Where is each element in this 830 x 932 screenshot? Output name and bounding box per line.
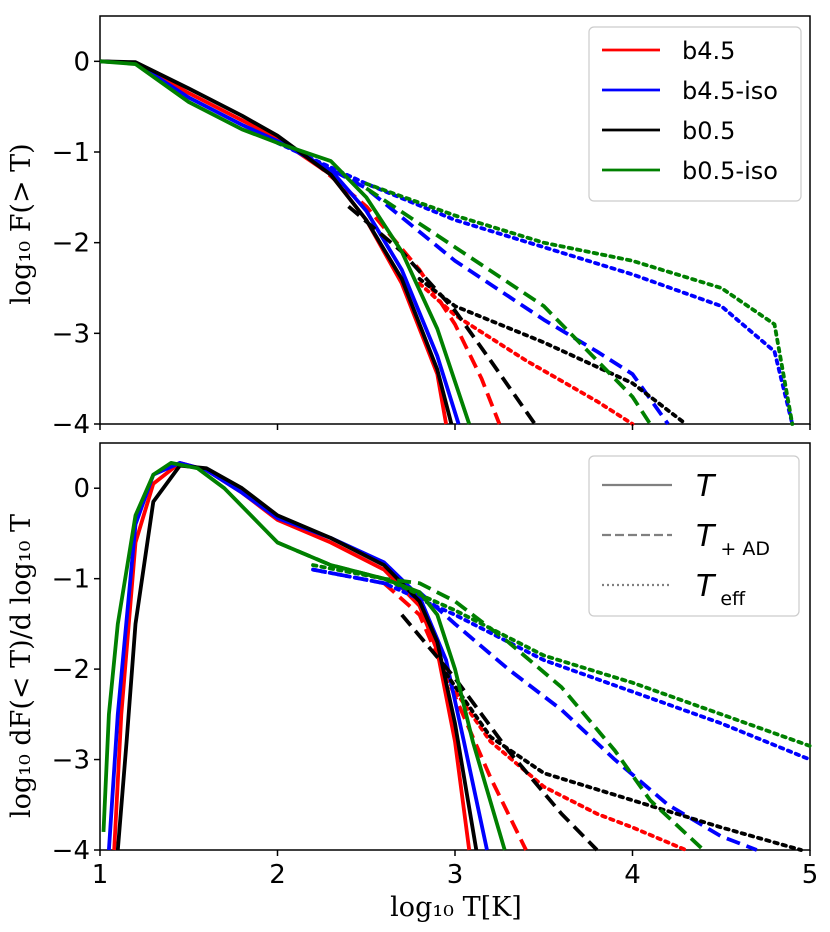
legend-label-T: T [696, 469, 717, 504]
x-tick-label: 4 [624, 860, 641, 890]
legend-label-b4.5-iso: b4.5-iso [682, 77, 778, 105]
bottom-legend: TT + ADT eff [588, 455, 800, 617]
top-series-b0.5-dashed [347, 204, 537, 426]
y-tick-label: −4 [52, 410, 90, 440]
x-tick-label: 5 [802, 860, 819, 890]
bottom-series-group [101, 460, 812, 852]
legend-label-main: T [696, 469, 717, 504]
top-panel: 0−1−2−3−4 log₁₀ F(> T) b4.5b4.5-isob0.5b… [6, 15, 811, 440]
x-tick-label: 2 [269, 860, 286, 890]
y-tick-label: 0 [73, 47, 90, 77]
top-ticks-group: 0 −1 −2 −3 −4 [52, 47, 811, 440]
top-series-b0.5-dotted [417, 276, 688, 426]
legend-label-Teff: T eff [696, 569, 746, 610]
top-series-b0.5-iso-dotted [364, 181, 795, 426]
legend-label-b0.5-iso: b0.5-iso [682, 157, 778, 185]
bot-series-b0.5-solid [115, 463, 479, 851]
x-tick-label: 1 [92, 860, 109, 890]
bot-series-b4.5-dotted [444, 676, 688, 852]
bot-series-b0.5-dotted [444, 671, 803, 852]
top-series-b0.5-solid [99, 59, 454, 425]
bottom-y-axis-label: log₁₀ dF(< T)/d log₁₀ T [6, 514, 37, 818]
y-tick-label: −3 [52, 319, 90, 349]
y-tick-label: −3 [52, 746, 90, 776]
bot-series-b0.5-iso-solid [101, 460, 507, 851]
y-tick-label: −2 [52, 655, 90, 685]
top-series-b4.5-dashed [311, 159, 502, 425]
bot-series-b0.5-iso-dotted [311, 563, 812, 748]
top-series-group [99, 59, 795, 426]
top-series-b0.5-iso-dashed [365, 186, 652, 426]
bot-series-b4.5-iso-dotted [311, 567, 812, 762]
legend-label-b0.5: b0.5 [682, 117, 735, 145]
top-y-axis-label: log₁₀ F(> T) [6, 143, 37, 304]
top-legend-box [588, 26, 802, 202]
top-legend: b4.5 b4.5-iso b0.5 b0.5-iso [588, 26, 802, 202]
bot-series-b4.5-iso-solid [107, 460, 489, 851]
legend-label-b4.5: b4.5 [682, 37, 735, 65]
bottom-legend-box [588, 455, 800, 617]
legend-label-subscript: + AD [714, 538, 770, 560]
bot-series-b0.5-dashed [400, 613, 599, 852]
top-series-b0.5-iso-solid [99, 59, 472, 425]
y-tick-label: −1 [52, 565, 90, 595]
top-series-b4.5-dotted [417, 281, 635, 426]
y-tick-label: −2 [52, 229, 90, 259]
legend-label-T+AD: T + AD [696, 519, 770, 560]
top-series-b4.5-iso-dashed [276, 139, 670, 426]
bottom-ticks-group: 0 −1 −2 −3 −41 2 3 4 5 [52, 474, 819, 890]
x-tick-label: 3 [447, 860, 464, 890]
x-axis-label: log₁₀ T[K] [390, 892, 522, 923]
top-series-b4.5-iso-solid [99, 59, 461, 425]
y-tick-label: −1 [52, 138, 90, 168]
bottom-panel: 0 −1 −2 −3 −41 2 3 4 5 log₁₀ dF(< T)/d log₁₀ T l… [6, 442, 819, 923]
legend-label-subscript: eff [714, 588, 746, 610]
legend-label-main: T [696, 569, 717, 604]
legend-label-main: T [696, 519, 717, 554]
y-tick-label: 0 [73, 474, 90, 504]
y-tick-label: −4 [52, 836, 90, 866]
